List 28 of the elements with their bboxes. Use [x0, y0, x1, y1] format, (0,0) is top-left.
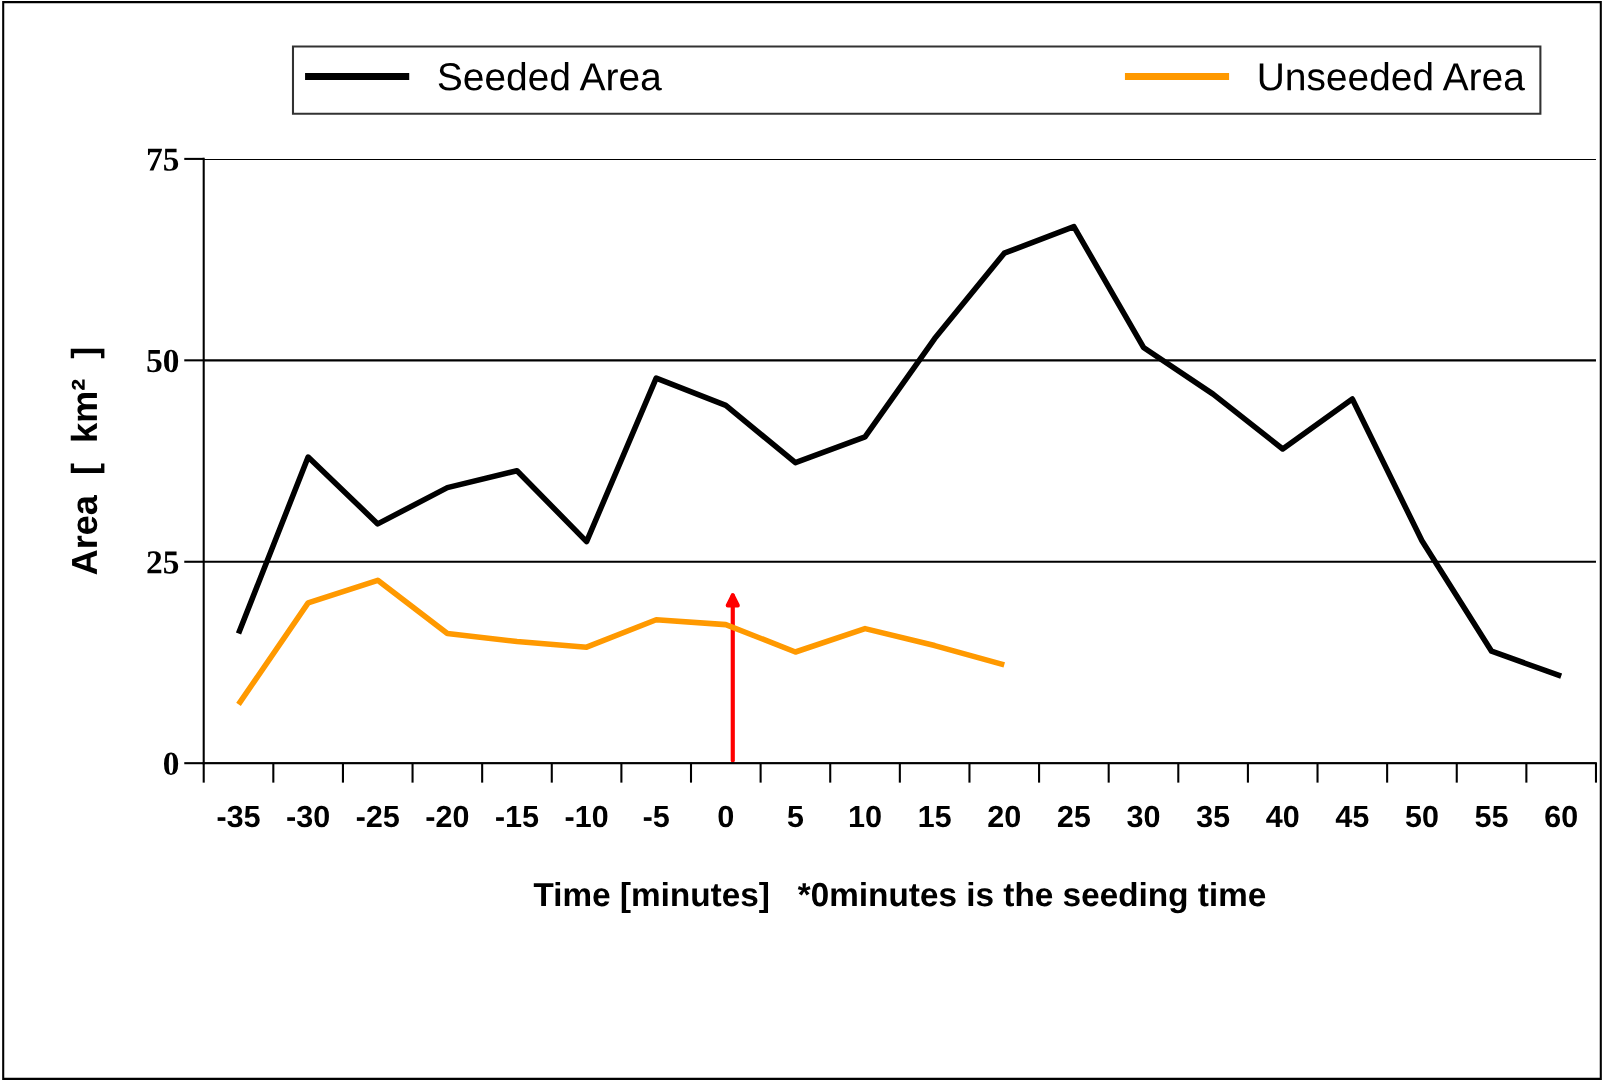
- x-tick-label: 10: [849, 805, 881, 828]
- x-tick-label: -15: [496, 805, 539, 828]
- y-tick-label: 25: [147, 551, 179, 574]
- x-tick-label: 0: [718, 805, 734, 828]
- x-tick-label: 25: [1057, 805, 1091, 828]
- y-tick-label: 0: [164, 752, 179, 776]
- legend-label: Unseeded Area: [1259, 62, 1525, 91]
- y-tick-label: 75: [147, 148, 179, 171]
- legend-label: Seeded Area: [438, 62, 662, 91]
- y-axis-title: Area [ km² ]: [70, 348, 105, 575]
- x-tick-label: 50: [1405, 805, 1438, 828]
- x-tick-label: 5: [787, 805, 804, 828]
- x-tick-label: -10: [565, 805, 608, 828]
- x-tick-label: 60: [1545, 805, 1577, 828]
- x-tick-label: 55: [1475, 805, 1508, 828]
- x-tick-label: -5: [643, 805, 669, 828]
- x-tick-label: 45: [1335, 805, 1369, 828]
- x-tick-label: 15: [919, 805, 951, 828]
- x-tick-label: 40: [1266, 805, 1299, 828]
- x-tick-label: -20: [426, 805, 469, 828]
- x-axis-title: Time [minutes] *0minutes is the seeding time: [533, 881, 1266, 914]
- x-tick-label: 30: [1127, 805, 1160, 828]
- x-tick-label: -35: [217, 805, 260, 828]
- y-tick-label: 50: [147, 349, 179, 373]
- x-tick-label: -25: [356, 805, 399, 828]
- x-tick-label: 35: [1196, 805, 1230, 828]
- x-tick-label: -30: [287, 805, 329, 828]
- x-tick-label: 20: [988, 805, 1021, 828]
